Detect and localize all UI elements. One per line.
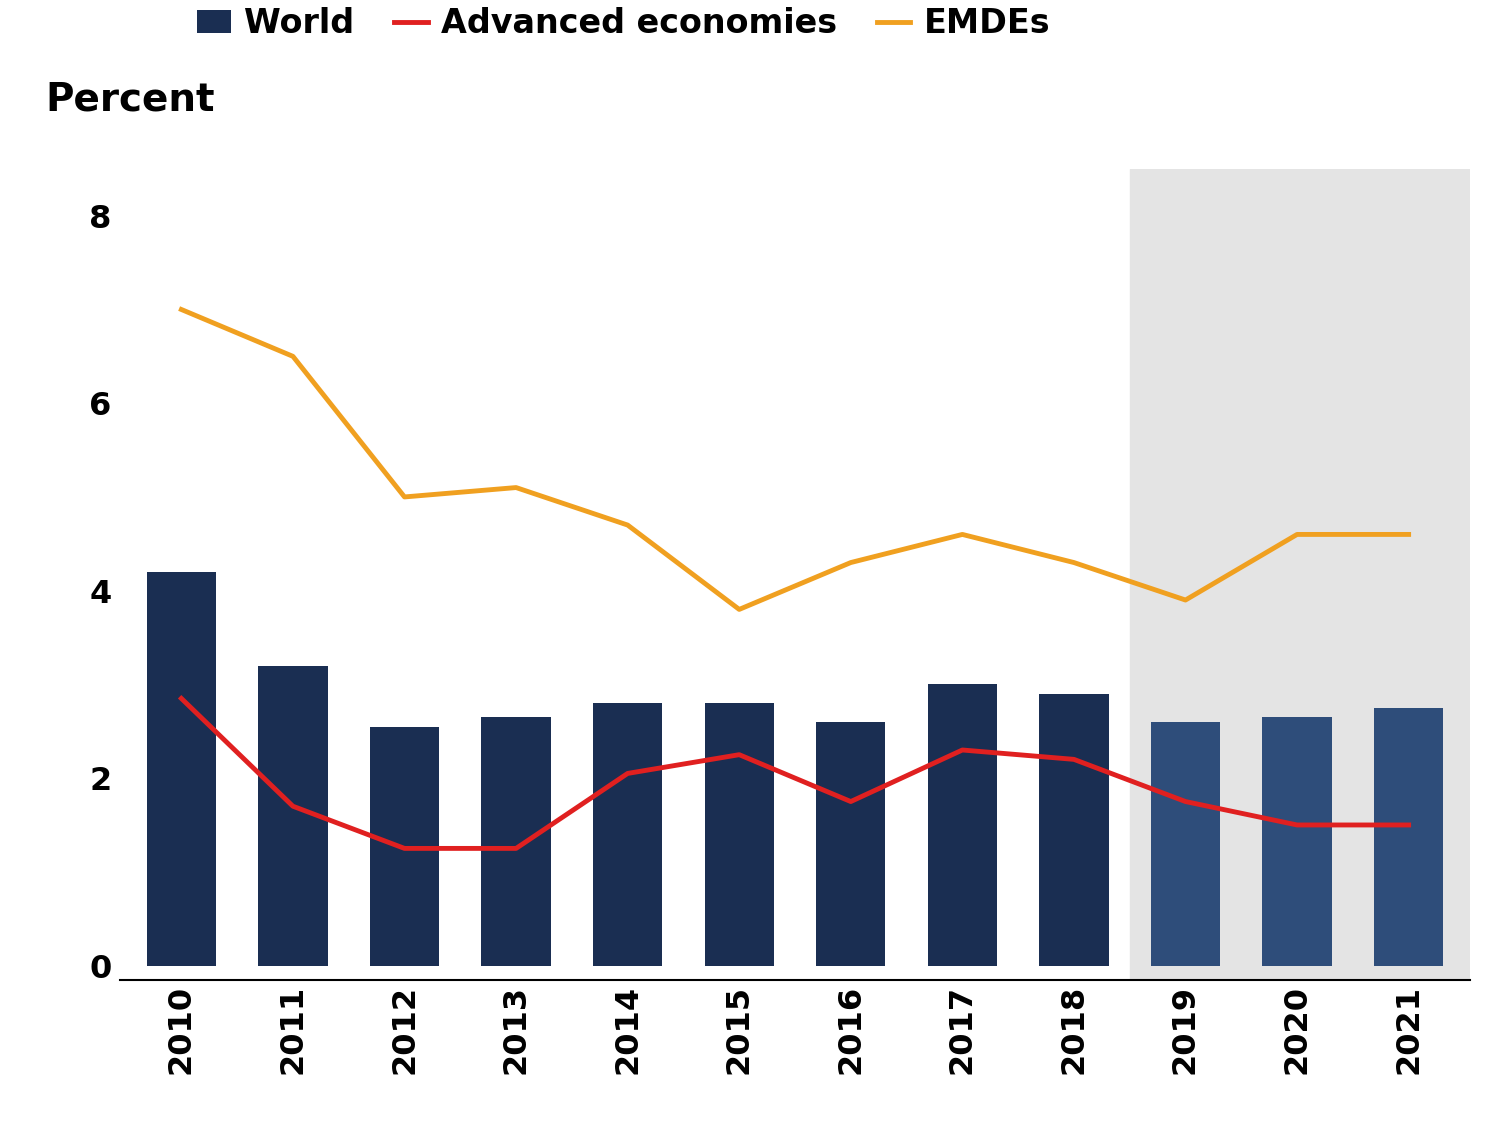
Bar (258, 665, 327, 966)
Bar (816, 722, 885, 966)
Bar (1040, 694, 1108, 966)
Bar (1263, 717, 1332, 966)
Text: Percent: Percent (45, 80, 214, 118)
Bar (1130, 169, 1470, 980)
Bar (928, 685, 998, 966)
Bar (370, 726, 440, 966)
Bar (147, 572, 216, 966)
Bar (1374, 708, 1443, 966)
Bar (592, 703, 662, 966)
Legend: World, Advanced economies, EMDEs: World, Advanced economies, EMDEs (198, 7, 1050, 41)
Bar (482, 717, 550, 966)
Bar (1150, 722, 1220, 966)
Bar (705, 703, 774, 966)
